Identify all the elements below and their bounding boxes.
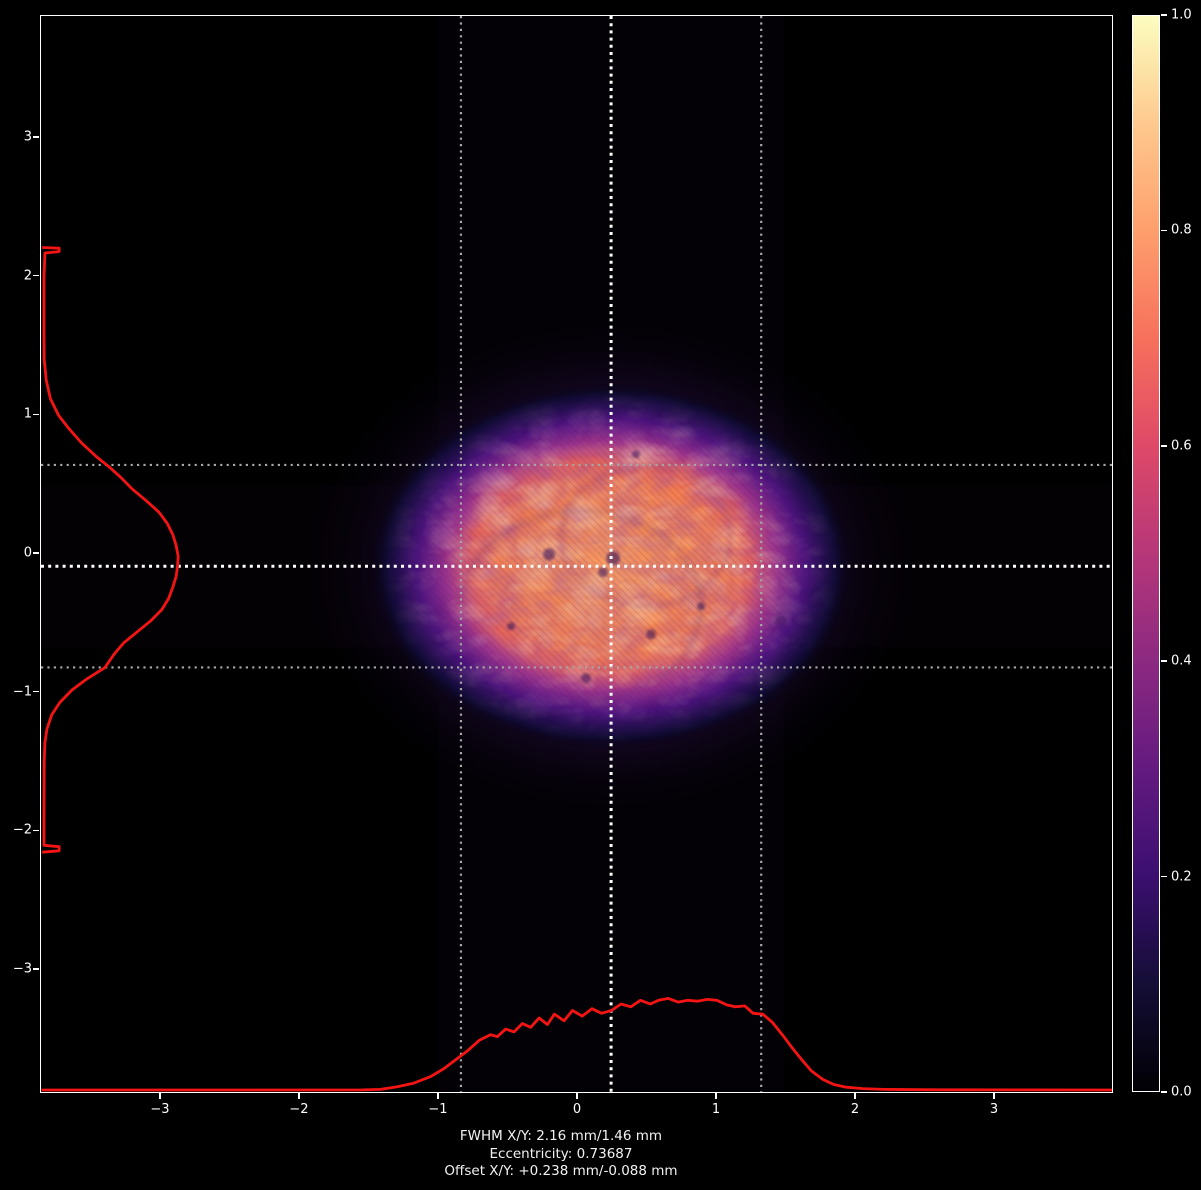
colorbar-tick-label: 0.4	[1171, 653, 1192, 669]
beam-heatmap	[41, 16, 1112, 1092]
y-tick-label: 1	[23, 406, 32, 422]
colorbar-tick-label: 1.0	[1171, 7, 1192, 23]
y-tick-mark	[33, 413, 39, 416]
colorbar-tick-mark	[1161, 660, 1167, 662]
x-tick-label: 2	[850, 1102, 860, 1117]
x-profile-curve	[41, 997, 1112, 1092]
x-tick-mark	[298, 1093, 300, 1099]
x-tick-label: 0	[572, 1102, 582, 1117]
stat-fwhm: FWHM X/Y: 2.16 mm/1.46 mm	[459, 1128, 663, 1144]
y-tick-mark	[33, 274, 39, 277]
x-tick-label: 1	[711, 1102, 721, 1117]
colorbar-tick-mark	[1161, 875, 1167, 878]
y-tick-mark	[33, 136, 39, 138]
crosshair-grid	[41, 16, 1112, 1092]
x-tick-label: 3	[989, 1102, 999, 1117]
beam-dark-specks	[507, 450, 788, 684]
y-tick-mark	[33, 968, 39, 970]
x-tick-mark	[993, 1093, 995, 1099]
stat-eccentricity: Eccentricity: 0.73687	[489, 1145, 633, 1162]
colorbar-tick-mark	[1161, 1091, 1167, 1093]
x-tick-mark	[576, 1093, 578, 1099]
y-tick-label: −3	[12, 961, 32, 977]
colorbar-tick-label: 0.6	[1171, 438, 1192, 454]
stat-offset: Offset X/Y: +0.238 mm/-0.088 mm	[444, 1163, 678, 1179]
y-tick-label: 0	[23, 545, 32, 561]
y-tick-mark	[33, 690, 39, 693]
x-tick-label: −3	[150, 1102, 170, 1117]
plot-area	[40, 15, 1113, 1093]
colorbar-tick-mark	[1161, 229, 1167, 232]
colorbar-tick-label: 0.8	[1171, 222, 1192, 238]
colorbar-tick-label: 0.2	[1171, 869, 1192, 885]
colorbar-tick-label: 0.0	[1171, 1084, 1192, 1100]
colorbar-tick-mark	[1161, 14, 1167, 16]
x-tick-mark	[437, 1093, 439, 1099]
stats-readout: FWHM X/Y: 2.16 mm/1.46 mm Eccentricity: …	[444, 1128, 677, 1181]
y-tick-label: 2	[23, 268, 32, 284]
y-profile-curve	[42, 246, 180, 854]
x-tick-label: −2	[289, 1102, 309, 1117]
y-tick-label: −1	[12, 684, 32, 700]
y-tick-label: 3	[23, 129, 32, 145]
y-tick-mark	[33, 552, 39, 554]
colorbar-tick-mark	[1161, 445, 1167, 447]
colorbar	[1132, 15, 1160, 1092]
x-tick-mark	[715, 1093, 717, 1099]
y-tick-mark	[33, 829, 39, 832]
y-tick-label: −2	[12, 822, 32, 838]
x-tick-mark	[854, 1093, 856, 1099]
x-tick-label: −1	[428, 1102, 448, 1117]
x-tick-mark	[159, 1093, 161, 1099]
